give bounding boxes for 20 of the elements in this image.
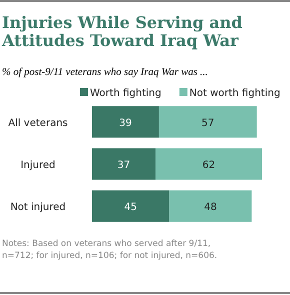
y-tick-label: Not injured bbox=[10, 202, 66, 214]
data-label: 39 bbox=[119, 118, 132, 129]
legend-label: Worth fighting bbox=[90, 88, 162, 99]
data-label: 57 bbox=[202, 118, 214, 129]
y-tick-label: All veterans bbox=[8, 118, 68, 129]
bar bbox=[158, 106, 257, 138]
bar bbox=[92, 106, 159, 138]
chart-title: Injuries While Serving and Attitudes Toward Iraq War bbox=[1, 13, 242, 50]
bar bbox=[156, 148, 262, 180]
data-label: 45 bbox=[124, 202, 138, 214]
data-label: 62 bbox=[202, 160, 216, 171]
data-label: 48 bbox=[204, 202, 217, 214]
chart-subtitle: % of post-9/11 veterans who say Iraq War was ... bbox=[2, 67, 208, 78]
bar bbox=[169, 190, 252, 222]
legend-label: Not worth fighting bbox=[189, 88, 280, 99]
bar bbox=[92, 148, 156, 180]
data-label: 37 bbox=[117, 160, 130, 171]
text: Notes: Based on veterans who served after 9/11, n=712; for injured, n=106; for not injured, n=606. bbox=[2, 239, 218, 261]
bar bbox=[92, 190, 170, 222]
y-tick-label: Injured bbox=[20, 160, 56, 171]
